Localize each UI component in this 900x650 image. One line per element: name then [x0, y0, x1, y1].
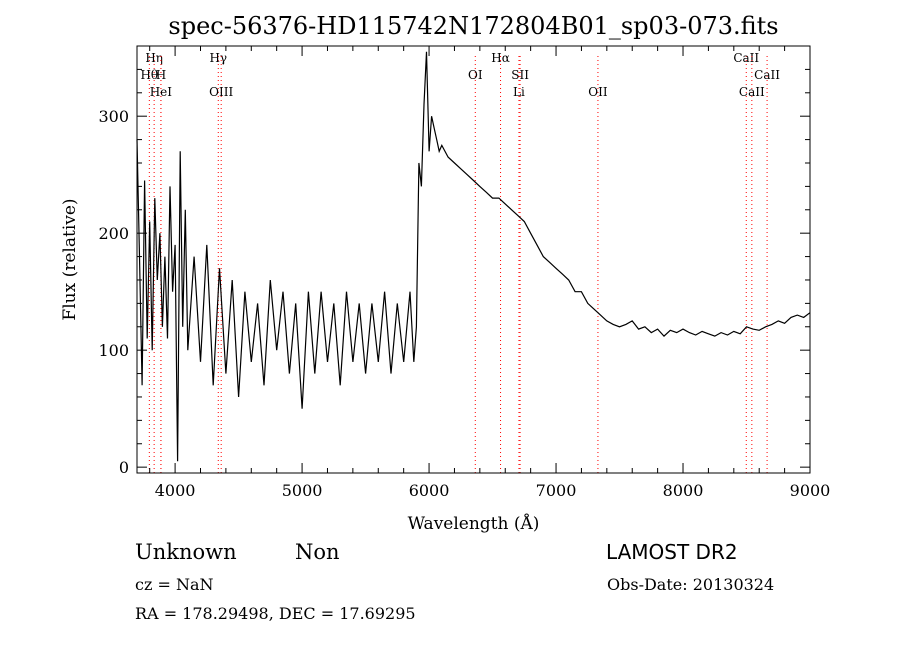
y-tick-label: 200: [98, 224, 129, 243]
y-tick-label: 0: [119, 458, 129, 477]
x-tick-label: 4000: [155, 481, 196, 500]
x-tick-label: 7000: [536, 481, 577, 500]
obs-date: Obs-Date: 20130324: [607, 575, 775, 594]
coordinates: RA = 178.29498, DEC = 17.69295: [135, 604, 416, 623]
line-marker-label: Hα: [491, 51, 510, 65]
line-marker-label: OII: [588, 85, 608, 99]
line-marker-label: Hη: [145, 51, 163, 65]
line-marker-label: Hγ: [209, 51, 227, 65]
line-marker-label: OIII: [209, 85, 233, 99]
x-tick-label: 6000: [409, 481, 450, 500]
spectrum-line: [136, 51, 811, 462]
line-marker-label: H: [156, 68, 166, 82]
object-class: Unknown: [135, 540, 237, 564]
line-marker-label: SII: [511, 68, 529, 82]
line-marker-label: HeI: [150, 85, 173, 99]
plot-frame: [136, 45, 811, 474]
chart-title: spec-56376-HD115742N172804B01_sp03-073.f…: [168, 12, 778, 40]
line-marker-label: CaII: [739, 85, 765, 99]
line-marker-label: CaII: [754, 68, 780, 82]
cz-value: cz = NaN: [135, 575, 214, 594]
x-tick-label: 5000: [282, 481, 323, 500]
object-subclass: Non: [295, 540, 340, 564]
x-tick-label: 8000: [663, 481, 704, 500]
y-axis-label: Flux (relative): [60, 198, 80, 320]
line-marker-label: CaII: [733, 51, 759, 65]
line-marker-label: Li: [513, 85, 525, 99]
survey-label: LAMOST DR2: [606, 540, 738, 564]
line-marker-label: OI: [468, 68, 483, 82]
x-axis-label: Wavelength (Å): [408, 513, 540, 534]
y-tick-label: 100: [98, 341, 129, 360]
line-marker-label: Hθ: [140, 68, 158, 82]
x-tick-label: 9000: [790, 481, 831, 500]
y-tick-label: 300: [98, 107, 129, 126]
